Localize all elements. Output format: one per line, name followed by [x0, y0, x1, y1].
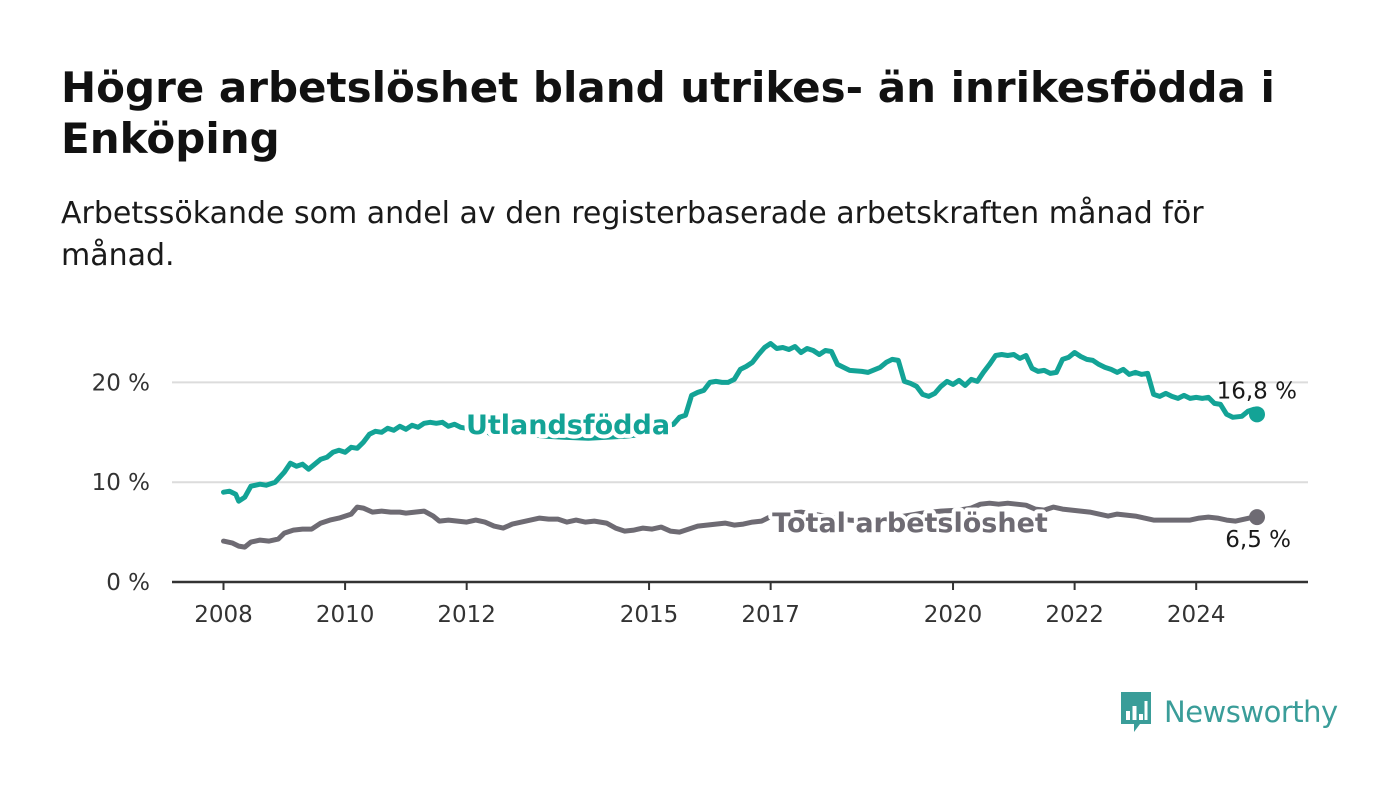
- series-line-0: [221, 341, 1260, 504]
- axes: 0 % 10 % 20 % 2008 2010 2012 2015 2017 2020 2022 2…: [92, 370, 1308, 628]
- y-tick-label: 20 %: [92, 370, 150, 396]
- series-end-point-1: [1249, 509, 1265, 526]
- bar-chart-speech-bubble-icon: [1121, 692, 1151, 732]
- brand-name: Newsworthy: [1164, 695, 1338, 729]
- x-tick-label: 2022: [1045, 602, 1104, 628]
- x-tick-label: 2024: [1167, 602, 1226, 628]
- x-tick-label: 2012: [437, 602, 496, 628]
- chart-title: Högre arbetslöshet bland utrikes- än inr…: [61, 63, 1275, 163]
- y-tick-label: 0 %: [106, 570, 150, 596]
- series-labels: 16,8 % Utlandsfödda 6,5 % Total arbetslöshe…: [462, 378, 1297, 553]
- y-tick-label: 10 %: [92, 470, 150, 496]
- series-name-label: Total arbetslöshet: [772, 508, 1048, 539]
- series: [221, 341, 1265, 550]
- chart-subtitle: Arbetssökande som andel av den registerb…: [61, 196, 1204, 273]
- series-end-label: 16,8 %: [1217, 378, 1297, 404]
- series-name-label: Utlandsfödda: [466, 410, 670, 441]
- newsworthy-logo: Newsworthy: [1118, 689, 1338, 735]
- series-end-label: 6,5 %: [1225, 527, 1291, 553]
- series-end-point-0: [1249, 406, 1265, 423]
- x-tick-label: 2015: [620, 602, 679, 628]
- series-line-1: [221, 500, 1260, 550]
- gridlines: [172, 381, 1308, 484]
- x-tick-label: 2010: [316, 602, 375, 628]
- x-tick-label: 2020: [924, 602, 983, 628]
- x-tick-label: 2017: [741, 602, 800, 628]
- x-tick-label: 2008: [194, 602, 253, 628]
